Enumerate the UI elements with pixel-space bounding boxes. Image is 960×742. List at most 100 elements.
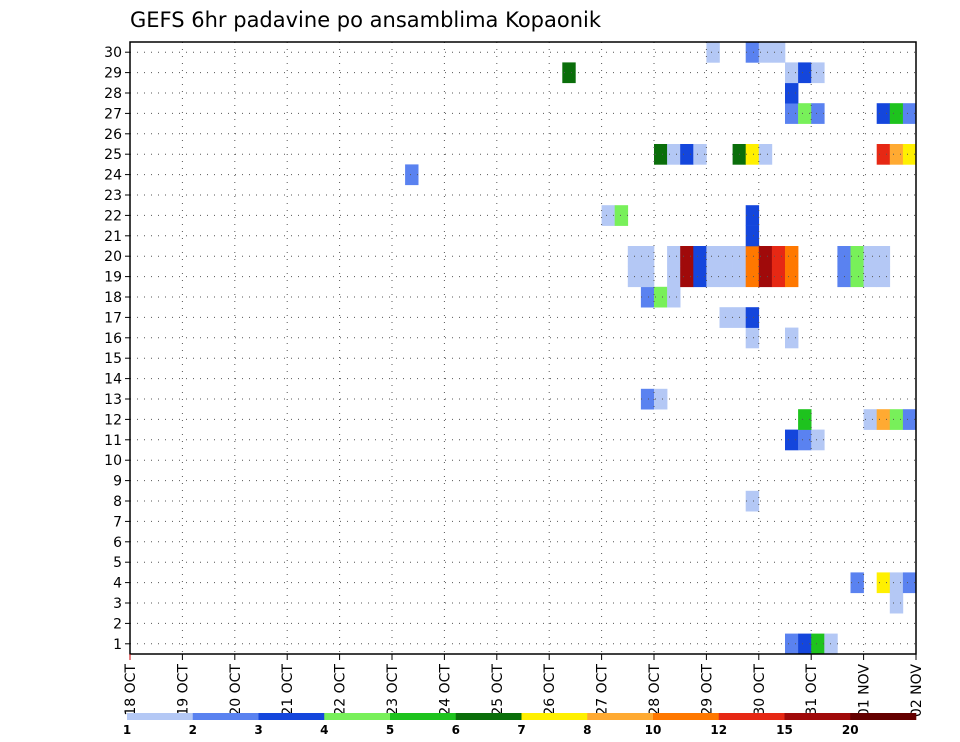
precip-cell xyxy=(876,572,891,594)
precip-cell xyxy=(785,246,799,267)
precip-cell xyxy=(876,246,891,267)
y-tick-label: 20 xyxy=(104,249,122,265)
precip-cell xyxy=(889,409,904,430)
y-tick-label: 22 xyxy=(104,208,122,224)
precip-cell xyxy=(745,490,760,512)
colorbar: 1 2 3 4 5 6 7 8 10 12 15 20 xyxy=(123,713,917,737)
colorbar-label: 8 xyxy=(583,723,591,737)
colorbar-swatch xyxy=(784,713,851,720)
precip-cell xyxy=(902,144,917,165)
precip-cell xyxy=(601,205,615,226)
precip-cell xyxy=(850,572,864,594)
precip-cell xyxy=(719,307,733,328)
y-tick-label: 1 xyxy=(113,637,122,653)
precip-cell xyxy=(745,266,760,288)
precip-cell xyxy=(758,144,773,165)
colorbar-label: 12 xyxy=(710,723,727,737)
precip-cell xyxy=(771,42,786,63)
precip-cell xyxy=(654,388,668,410)
precip-cell xyxy=(745,246,760,267)
precip-cell xyxy=(771,246,786,267)
x-tick-label: 25 OCT xyxy=(490,664,506,716)
x-tick-label: 24 OCT xyxy=(437,664,453,716)
precip-cell xyxy=(405,164,419,186)
y-tick-label: 5 xyxy=(113,555,122,571)
precip-cell xyxy=(667,246,681,267)
x-tick-label: 19 OCT xyxy=(175,664,191,716)
colorbar-swatch xyxy=(390,713,457,720)
precip-cell xyxy=(745,225,760,247)
y-tick-label: 11 xyxy=(104,433,122,449)
colorbar-swatch xyxy=(324,713,391,720)
y-tick-label: 18 xyxy=(104,290,122,306)
y-tick-label: 4 xyxy=(113,576,122,592)
precip-cell xyxy=(640,246,655,267)
x-tick-label: 01 NOV xyxy=(857,664,873,718)
precip-cell xyxy=(902,103,917,124)
precip-cell xyxy=(902,572,917,594)
colorbar-label: 2 xyxy=(189,723,197,737)
y-tick-label: 2 xyxy=(113,616,122,632)
y-tick-label: 28 xyxy=(104,86,122,102)
precip-cell xyxy=(758,246,773,267)
precip-cell xyxy=(745,42,760,63)
precip-cell xyxy=(640,266,655,288)
precip-cell xyxy=(745,144,760,165)
precip-cell xyxy=(811,429,825,451)
colorbar-swatch xyxy=(192,713,259,720)
y-tick-label: 9 xyxy=(113,474,122,490)
y-tick-label: 30 xyxy=(104,45,122,61)
colorbar-swatch xyxy=(850,713,917,720)
precip-cell xyxy=(640,388,655,410)
colorbar-label: 7 xyxy=(517,723,525,737)
precip-cell xyxy=(758,266,773,288)
precip-cell xyxy=(889,572,904,594)
precip-cell xyxy=(889,144,904,165)
x-tick-label: 28 OCT xyxy=(647,664,663,716)
y-axis: 1234567891011121314151617181920212223242… xyxy=(104,45,130,653)
colorbar-swatch xyxy=(455,713,522,720)
precip-cell xyxy=(758,42,773,63)
x-tick-label: 23 OCT xyxy=(385,664,401,716)
y-tick-label: 10 xyxy=(104,453,122,469)
precip-cell xyxy=(798,429,812,451)
precip-cell xyxy=(798,103,812,124)
precip-cell xyxy=(811,103,825,124)
y-tick-label: 16 xyxy=(104,331,122,347)
precip-cell xyxy=(798,409,812,430)
precip-cell xyxy=(680,144,694,165)
y-tick-label: 21 xyxy=(104,229,122,245)
precip-cell xyxy=(889,592,904,614)
x-tick-label: 31 OCT xyxy=(804,664,820,716)
y-tick-label: 26 xyxy=(104,127,122,143)
x-tick-label: 22 OCT xyxy=(333,664,349,716)
precip-cell xyxy=(693,266,707,288)
colorbar-swatch xyxy=(258,713,325,720)
colorbar-label: 1 xyxy=(123,723,131,737)
precip-cell xyxy=(876,103,891,124)
precip-cell xyxy=(850,246,864,267)
colorbar-label: 6 xyxy=(452,723,460,737)
precip-cell xyxy=(706,246,720,267)
colorbar-label: 10 xyxy=(645,723,662,737)
y-tick-label: 12 xyxy=(104,412,122,428)
colorbar-swatch xyxy=(127,713,194,720)
precip-cell xyxy=(745,205,760,226)
precip-cell xyxy=(863,246,877,267)
precip-cell xyxy=(771,266,786,288)
precip-cell xyxy=(785,82,799,104)
precip-cell xyxy=(889,103,904,124)
chart-title: GEFS 6hr padavine po ansamblima Kopaonik xyxy=(130,8,602,32)
precip-cell xyxy=(680,246,694,267)
precip-cell xyxy=(798,633,812,655)
precip-cell xyxy=(640,286,655,308)
y-tick-label: 7 xyxy=(113,514,122,530)
y-tick-label: 27 xyxy=(104,106,122,122)
y-tick-label: 8 xyxy=(113,494,122,510)
precip-cell xyxy=(719,246,733,267)
x-tick-label: 02 NOV xyxy=(909,664,925,718)
precip-cell xyxy=(785,633,799,655)
plot-frame xyxy=(129,41,917,655)
x-tick-label: 27 OCT xyxy=(595,664,611,716)
